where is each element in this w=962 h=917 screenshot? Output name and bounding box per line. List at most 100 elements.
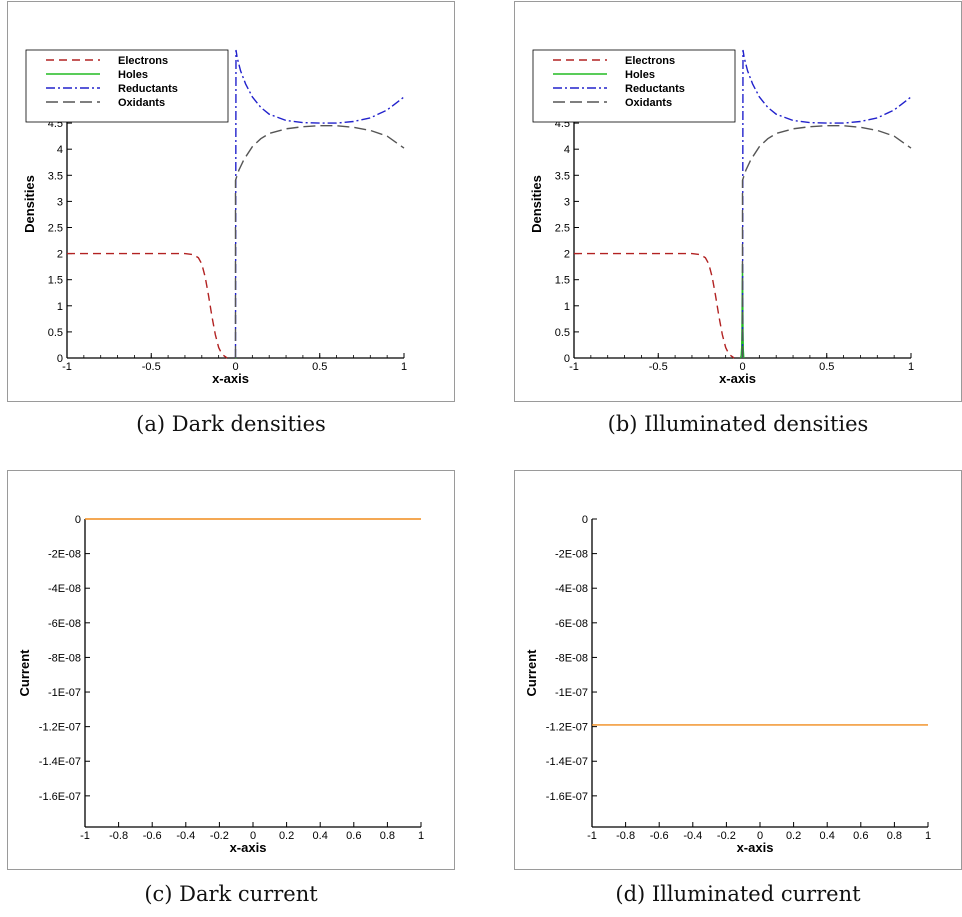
x-tick-label: -0.8	[616, 830, 635, 842]
caption-illuminated-current: (d) Illuminated current	[615, 882, 861, 906]
chart-panel-dark-current: -1 -0.8 -0.6 -0.4 -0.2 0 0.2 0.4 0.6 0.8 1 0 -2E-08 -…	[7, 470, 455, 870]
y-tick-label: -1E-07	[555, 687, 588, 699]
y-tick-label: 0	[582, 514, 588, 526]
legend-label-electrons: Electrons	[118, 55, 168, 67]
x-tick-label: -0.2	[210, 830, 229, 842]
y-tick-label: 2.5	[555, 222, 570, 234]
y-axis-label: Densities	[22, 175, 37, 233]
x-tick-label: -0.8	[109, 830, 128, 842]
x-tick-label: 0.8	[887, 830, 902, 842]
chart-svg: -1 -0.8 -0.6 -0.4 -0.2 0 0.2 0.4 0.6 0.8 1 0 -2E-08 -…	[524, 514, 931, 855]
caption-illuminated-densities: (b) Illuminated densities	[607, 412, 869, 436]
caption-dark-current: (c) Dark current	[144, 882, 318, 906]
x-tick-label: 0.5	[312, 361, 327, 373]
y-tick-label: 1	[57, 301, 63, 313]
x-tick-label: 0	[757, 830, 763, 842]
series-line-reductants	[234, 49, 405, 359]
y-tick-label: 4	[564, 144, 570, 156]
x-tick-label: 0.4	[313, 830, 328, 842]
y-tick-label: -8E-08	[48, 652, 81, 664]
x-tick-label: 0.6	[346, 830, 361, 842]
x-tick-label: -0.5	[649, 361, 668, 373]
series-line-oxidants	[234, 124, 405, 358]
y-tick-label: -1E-07	[48, 687, 81, 699]
x-tick-label: 1	[418, 830, 424, 842]
y-tick-label: -6E-08	[555, 618, 588, 630]
chart-panel-illuminated-densities: -1-0.500.5100.511.522.533.544.555.5x-axi…	[514, 1, 962, 402]
x-tick-label: 1	[925, 830, 931, 842]
y-tick-label: -8E-08	[555, 652, 588, 664]
x-tick-label: -0.4	[176, 830, 195, 842]
y-tick-label: 0	[564, 353, 570, 365]
legend-label-reductants: Reductants	[118, 83, 178, 95]
y-axis-label: Current	[17, 649, 32, 697]
y-axis-label: Densities	[529, 175, 544, 233]
x-tick-label: -0.4	[683, 830, 702, 842]
y-tick-label: 0	[57, 353, 63, 365]
y-tick-label: 1.5	[48, 275, 63, 287]
caption-dark-densities: (a) Dark densities	[136, 412, 326, 436]
x-tick-label: 0.5	[819, 361, 834, 373]
y-tick-label: 3.5	[555, 170, 570, 182]
x-tick-label: 0.6	[853, 830, 868, 842]
x-axis-label: x-axis	[230, 840, 267, 855]
y-tick-label: -2E-08	[555, 549, 588, 561]
x-tick-label: 0.2	[786, 830, 801, 842]
y-tick-label: -1.4E-07	[546, 756, 588, 768]
legend-box	[532, 49, 736, 123]
y-tick-label: 0	[75, 514, 81, 526]
y-tick-label: -4E-08	[48, 583, 81, 595]
y-tick-label: 3	[57, 196, 63, 208]
legend-label-oxidants: Oxidants	[118, 97, 165, 109]
y-tick-label: 1	[564, 301, 570, 313]
y-axis-label: Current	[524, 649, 539, 697]
x-tick-label: 0	[250, 830, 256, 842]
y-tick-label: -1.4E-07	[39, 756, 81, 768]
x-axis-label: x-axis	[212, 371, 249, 386]
x-tick-label: 0.2	[279, 830, 294, 842]
y-tick-label: -1.6E-07	[546, 791, 588, 803]
y-tick-label: -6E-08	[48, 618, 81, 630]
x-axis-label: x-axis	[719, 371, 756, 386]
legend-label-reductants: Reductants	[625, 83, 685, 95]
x-tick-label: -1	[569, 361, 579, 373]
x-tick-label: -1	[587, 830, 597, 842]
chart-panel-dark-densities: -1-0.500.5100.511.522.533.544.555.5x-axi…	[7, 1, 455, 402]
x-tick-label: -0.6	[650, 830, 669, 842]
chart-svg: -1-0.500.5100.511.522.533.544.555.5x-axi…	[529, 49, 914, 386]
y-tick-label: 3.5	[48, 170, 63, 182]
series-line-oxidants	[741, 124, 912, 358]
x-tick-label: -1	[80, 830, 90, 842]
x-tick-label: -0.5	[142, 361, 161, 373]
x-tick-label: 1	[401, 361, 407, 373]
x-tick-label: -0.2	[717, 830, 736, 842]
legend-label-electrons: Electrons	[625, 55, 675, 67]
series-line-electrons	[67, 252, 228, 359]
y-tick-label: 0.5	[555, 327, 570, 339]
chart-panel-illuminated-current: -1 -0.8 -0.6 -0.4 -0.2 0 0.2 0.4 0.6 0.8 1 0 -2E-08 -…	[514, 470, 962, 870]
y-tick-label: -1.6E-07	[39, 791, 81, 803]
x-axis-label: x-axis	[737, 840, 774, 855]
x-tick-label: -1	[62, 361, 72, 373]
series-line-reductants	[741, 49, 912, 359]
y-tick-label: 2.5	[48, 222, 63, 234]
x-tick-label: -0.6	[143, 830, 162, 842]
chart-svg: -1-0.500.5100.511.522.533.544.555.5x-axi…	[22, 49, 407, 386]
y-tick-label: 0.5	[48, 327, 63, 339]
legend-label-holes: Holes	[625, 69, 655, 81]
y-tick-label: 1.5	[555, 275, 570, 287]
y-tick-label: -2E-08	[48, 549, 81, 561]
y-tick-label: 2	[57, 249, 63, 261]
series-line-electrons	[574, 252, 735, 359]
y-tick-label: -1.2E-07	[39, 722, 81, 734]
legend-label-oxidants: Oxidants	[625, 97, 672, 109]
y-tick-label: 3	[564, 196, 570, 208]
y-tick-label: -1.2E-07	[546, 722, 588, 734]
legend-label-holes: Holes	[118, 69, 148, 81]
y-tick-label: 4	[57, 144, 63, 156]
x-tick-label: 1	[908, 361, 914, 373]
chart-svg: -1 -0.8 -0.6 -0.4 -0.2 0 0.2 0.4 0.6 0.8 1 0 -2E-08 -…	[17, 514, 424, 855]
x-tick-label: 0.4	[820, 830, 835, 842]
x-tick-label: 0	[232, 361, 238, 373]
y-tick-label: 2	[564, 249, 570, 261]
